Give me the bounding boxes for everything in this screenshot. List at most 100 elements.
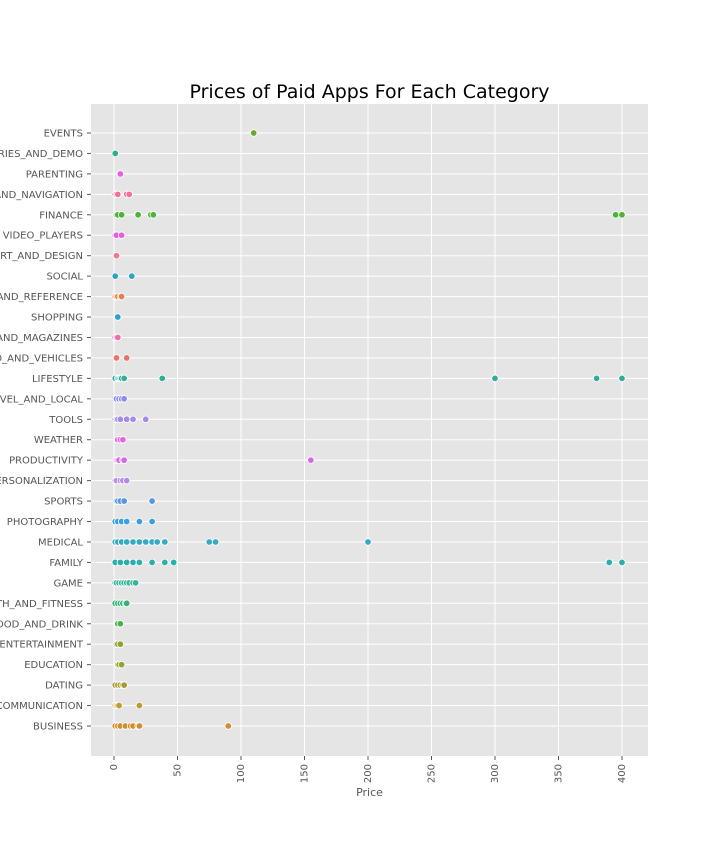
data-point [161, 538, 169, 546]
y-tick-label: OOD_AND_DRINK [0, 619, 83, 630]
data-point [122, 415, 131, 423]
data-point [112, 251, 121, 260]
data-point [205, 538, 213, 546]
x-tick-label: 250 [427, 764, 438, 783]
gridlines [91, 104, 648, 756]
data-point [134, 211, 142, 219]
x-tick-label: 350 [554, 764, 565, 783]
y-tick-label: FINANCE [39, 210, 83, 221]
data-point [119, 436, 127, 444]
data-point [491, 374, 499, 383]
data-point [129, 538, 137, 546]
x-tick-label: 400 [617, 764, 628, 783]
data-point [224, 722, 232, 730]
data-point [135, 517, 144, 526]
data-point [120, 681, 128, 689]
data-point [111, 149, 119, 158]
data-point [114, 190, 122, 199]
y-tick-label: AND_MAGAZINES [0, 333, 83, 344]
data-point [114, 313, 122, 321]
x-tick-label: 0 [109, 764, 120, 770]
y-tick-label: BUSINESS [33, 722, 83, 733]
x-axis-ticks: 0 50 100 150 200 250 300 350 400 [109, 756, 628, 783]
x-tick-label: 100 [236, 764, 247, 783]
x-axis-label: Price [356, 786, 383, 799]
y-tick-label: FAMILY [49, 558, 83, 569]
data-point [149, 211, 158, 219]
x-tick-label: 300 [490, 764, 501, 783]
data-point [249, 129, 258, 137]
data-point [161, 558, 169, 567]
data-point [211, 538, 220, 546]
data-point [129, 558, 137, 567]
data-point [115, 701, 123, 710]
data-point [135, 722, 144, 730]
data-point [116, 170, 125, 178]
data-point [131, 579, 140, 587]
y-tick-label: VIDEO_PLAYERS [3, 231, 83, 242]
data-point [112, 354, 121, 362]
data-point [135, 701, 144, 710]
data-point [120, 456, 128, 464]
data-point [117, 211, 126, 219]
data-point [122, 558, 131, 567]
y-tick-label: EVENTS [44, 129, 83, 140]
y-tick-label: ERSONALIZATION [0, 476, 83, 487]
data-point [114, 333, 122, 342]
x-tick-label: 50 [173, 764, 184, 777]
y-tick-label: PHOTOGRAPHY [7, 517, 84, 528]
data-point [122, 354, 131, 362]
x-tick-label: 150 [300, 764, 311, 783]
plot-background [91, 104, 648, 756]
data-point [364, 538, 372, 546]
y-tick-label: PRODUCTIVITY [9, 456, 84, 467]
y-tick-label: O_AND_VEHICLES [0, 353, 83, 364]
data-point [618, 211, 626, 219]
data-point [125, 190, 133, 199]
data-point [307, 456, 315, 464]
y-tick-label: RT_AND_DESIGN [0, 251, 83, 262]
data-point [142, 415, 150, 423]
data-point [142, 538, 150, 546]
data-point [117, 231, 126, 239]
data-point [120, 395, 128, 403]
data-point [135, 538, 144, 546]
data-point [122, 599, 131, 608]
data-point [135, 558, 144, 567]
data-point [120, 374, 128, 383]
data-point [605, 558, 613, 567]
data-point [116, 415, 125, 423]
data-point [158, 374, 166, 383]
data-point [129, 415, 137, 423]
data-point [148, 517, 156, 526]
data-point [116, 620, 125, 628]
y-tick-label: ENTERTAINMENT [0, 640, 84, 651]
y-tick-label: EDUCATION [24, 660, 83, 671]
data-point [116, 558, 125, 567]
x-tick-label: 200 [363, 764, 374, 783]
data-point [122, 538, 131, 546]
data-point [116, 640, 125, 648]
data-points [111, 129, 626, 730]
data-point [153, 538, 161, 546]
chart-title: Prices of Paid Apps For Each Category [189, 81, 549, 103]
y-tick-label: SHOPPING [31, 313, 83, 324]
y-tick-label: SOCIAL [46, 272, 83, 283]
data-point [148, 558, 156, 567]
data-point [618, 558, 626, 567]
data-point [117, 660, 126, 669]
y-tick-label: GAME [53, 578, 83, 589]
data-point [611, 211, 620, 219]
data-point [148, 497, 156, 505]
y-tick-label: AND_NAVIGATION [0, 190, 83, 201]
y-tick-label: DATING [45, 681, 83, 692]
y-tick-label: WEATHER [34, 435, 83, 446]
data-point [122, 517, 131, 526]
y-tick-label: TOOLS [48, 415, 83, 426]
y-tick-label: VEL_AND_LOCAL [0, 394, 83, 405]
y-tick-label: SPORTS [44, 497, 83, 508]
data-point [618, 374, 626, 383]
data-point [592, 374, 601, 383]
y-tick-label: LIFESTYLE [32, 374, 83, 385]
y-tick-label: MEDICAL [38, 537, 83, 548]
